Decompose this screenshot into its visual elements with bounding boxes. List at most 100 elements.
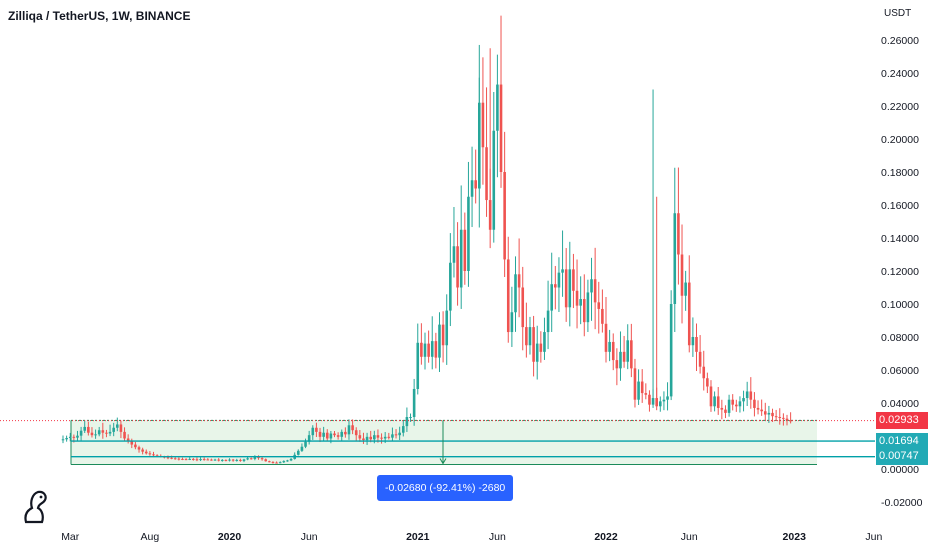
measure-arrow-head bbox=[439, 458, 447, 465]
candle bbox=[601, 289, 604, 333]
candle bbox=[260, 457, 264, 461]
y-tick-label: 0.12000 bbox=[881, 266, 919, 278]
candle bbox=[622, 335, 626, 368]
candle bbox=[336, 432, 340, 440]
candle bbox=[231, 458, 235, 462]
candle bbox=[778, 408, 782, 425]
tradingview-logo-icon[interactable] bbox=[20, 488, 50, 529]
measure-label: -0.02680 (-92.41%) -2680 bbox=[377, 474, 514, 501]
candle bbox=[318, 427, 322, 443]
candle bbox=[680, 224, 684, 324]
level-price-tag-1: 0.01694 bbox=[876, 432, 928, 450]
candle bbox=[449, 233, 452, 327]
candle bbox=[771, 408, 774, 422]
candle bbox=[347, 419, 351, 440]
candle bbox=[184, 458, 188, 461]
candle bbox=[532, 315, 535, 377]
candle bbox=[568, 241, 572, 327]
candle bbox=[644, 383, 648, 400]
candle bbox=[87, 421, 90, 436]
candle bbox=[445, 294, 449, 365]
candle bbox=[499, 15, 503, 188]
candle bbox=[684, 270, 687, 311]
candle bbox=[173, 456, 177, 460]
candle bbox=[192, 457, 195, 461]
y-tick-label: 0.22000 bbox=[881, 101, 919, 113]
candle bbox=[724, 405, 727, 419]
candle bbox=[666, 382, 669, 411]
time-axis[interactable]: Mar Aug 2020 Jun 2021 Jun 2022 Jun 2023 Jun bbox=[61, 531, 882, 543]
candle bbox=[662, 391, 666, 411]
candle bbox=[517, 238, 521, 318]
candle bbox=[195, 457, 199, 462]
candle bbox=[597, 281, 601, 334]
level-lines[interactable] bbox=[0, 420, 875, 465]
candle bbox=[108, 424, 112, 437]
candle bbox=[452, 206, 456, 278]
candle bbox=[311, 425, 315, 440]
candle bbox=[492, 91, 496, 243]
candle bbox=[228, 458, 231, 462]
candle bbox=[753, 392, 756, 417]
candle bbox=[65, 435, 68, 442]
y-tick-label: 0.10000 bbox=[881, 299, 919, 311]
candle bbox=[340, 429, 344, 441]
candle bbox=[405, 407, 409, 432]
candle bbox=[333, 430, 336, 438]
candle bbox=[756, 400, 760, 415]
x-tick-label: Aug bbox=[141, 531, 160, 543]
candle bbox=[148, 451, 152, 456]
candle bbox=[677, 167, 680, 285]
candle bbox=[249, 457, 253, 460]
candle bbox=[474, 149, 477, 204]
y-tick-label: -0.02000 bbox=[881, 497, 923, 509]
candle bbox=[593, 247, 597, 330]
candle bbox=[362, 432, 365, 444]
candle bbox=[130, 438, 134, 449]
candle bbox=[137, 445, 141, 453]
candle bbox=[286, 459, 289, 462]
x-tick-label: 2021 bbox=[406, 531, 430, 543]
candle bbox=[282, 460, 286, 463]
candle bbox=[695, 323, 698, 372]
candle bbox=[264, 458, 268, 462]
candle bbox=[101, 422, 105, 439]
candle bbox=[79, 426, 83, 441]
candle bbox=[470, 146, 474, 228]
candle bbox=[387, 432, 391, 440]
candle bbox=[550, 252, 553, 332]
y-tick-label: 0.14000 bbox=[881, 233, 919, 245]
candles bbox=[61, 15, 792, 464]
candle bbox=[716, 386, 720, 415]
candle bbox=[304, 438, 307, 449]
x-tick-label: 2023 bbox=[783, 531, 807, 543]
candle bbox=[325, 429, 329, 442]
candle bbox=[210, 458, 213, 461]
candle bbox=[119, 420, 123, 439]
y-tick-label: 0.16000 bbox=[881, 200, 919, 212]
candle bbox=[789, 412, 792, 424]
candle bbox=[611, 333, 615, 371]
candle bbox=[763, 402, 767, 421]
candle bbox=[181, 457, 184, 461]
candle bbox=[782, 413, 785, 426]
candle bbox=[409, 413, 412, 422]
candle bbox=[539, 331, 543, 363]
candle bbox=[268, 460, 271, 463]
candle bbox=[760, 399, 763, 416]
x-tick-label: Mar bbox=[61, 531, 80, 543]
candle bbox=[438, 312, 441, 372]
candle bbox=[217, 458, 220, 462]
candle bbox=[322, 426, 325, 441]
candle bbox=[297, 449, 300, 456]
candle bbox=[430, 316, 434, 370]
candle bbox=[275, 461, 278, 464]
candle bbox=[691, 317, 695, 357]
candle bbox=[630, 323, 633, 378]
candle bbox=[579, 276, 582, 325]
x-tick-label: Jun bbox=[301, 531, 318, 543]
last-price-tag: 0.02933 bbox=[876, 412, 928, 430]
candle bbox=[749, 377, 753, 409]
candle bbox=[224, 459, 228, 462]
